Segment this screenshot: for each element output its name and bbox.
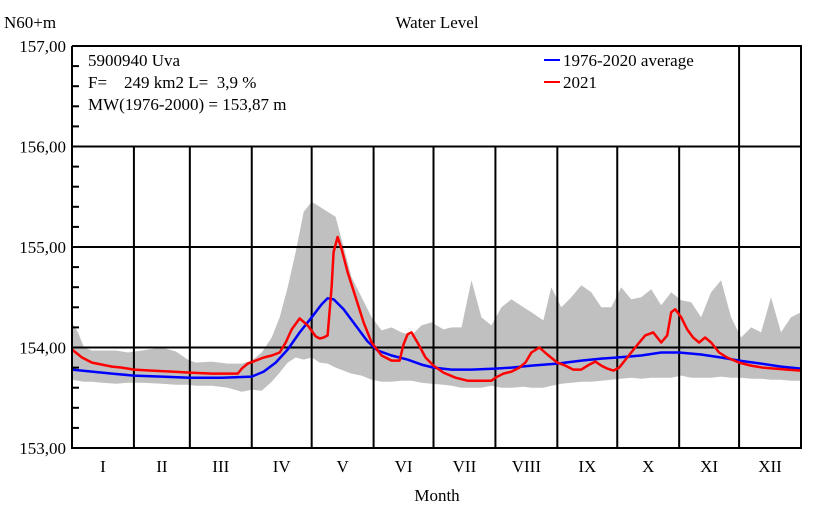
- x-month-label: IX: [578, 457, 596, 476]
- chart-title: Water Level: [395, 13, 478, 32]
- x-month-label: VIII: [512, 457, 542, 476]
- x-month-label: I: [100, 457, 106, 476]
- series-line-2021: [71, 235, 802, 382]
- info-area: F= 249 km2 L= 3,9 %: [88, 73, 256, 92]
- y-tick-label: 156,00: [19, 138, 66, 157]
- x-month-label: X: [642, 457, 654, 476]
- y-tick-label: 154,00: [19, 339, 66, 358]
- plot-frame: [71, 45, 802, 449]
- x-month-label: XII: [758, 457, 782, 476]
- legend: 1976-2020 average 2021: [544, 51, 694, 92]
- x-month-label: II: [156, 457, 168, 476]
- y-tick-label: 157,00: [19, 37, 66, 56]
- info-background: [78, 46, 338, 118]
- x-month-label: VII: [453, 457, 477, 476]
- x-month-label: III: [212, 457, 229, 476]
- x-month-label: V: [336, 457, 349, 476]
- y-tick-label: 153,00: [19, 439, 66, 458]
- info-station: 5900940 Uva: [88, 51, 181, 70]
- legend-label-2021: 2021: [563, 73, 597, 92]
- y-tick-label: 155,00: [19, 238, 66, 257]
- x-axis-label: Month: [414, 486, 460, 505]
- info-mean-water: MW(1976-2000) = 153,87 m: [88, 95, 286, 114]
- x-month-label: VI: [395, 457, 413, 476]
- x-month-label: IV: [273, 457, 292, 476]
- range-band: [72, 201, 801, 392]
- legend-label-average: 1976-2020 average: [563, 51, 694, 70]
- x-month-label: XI: [700, 457, 718, 476]
- y-axis-unit-label: N60+m: [4, 13, 56, 32]
